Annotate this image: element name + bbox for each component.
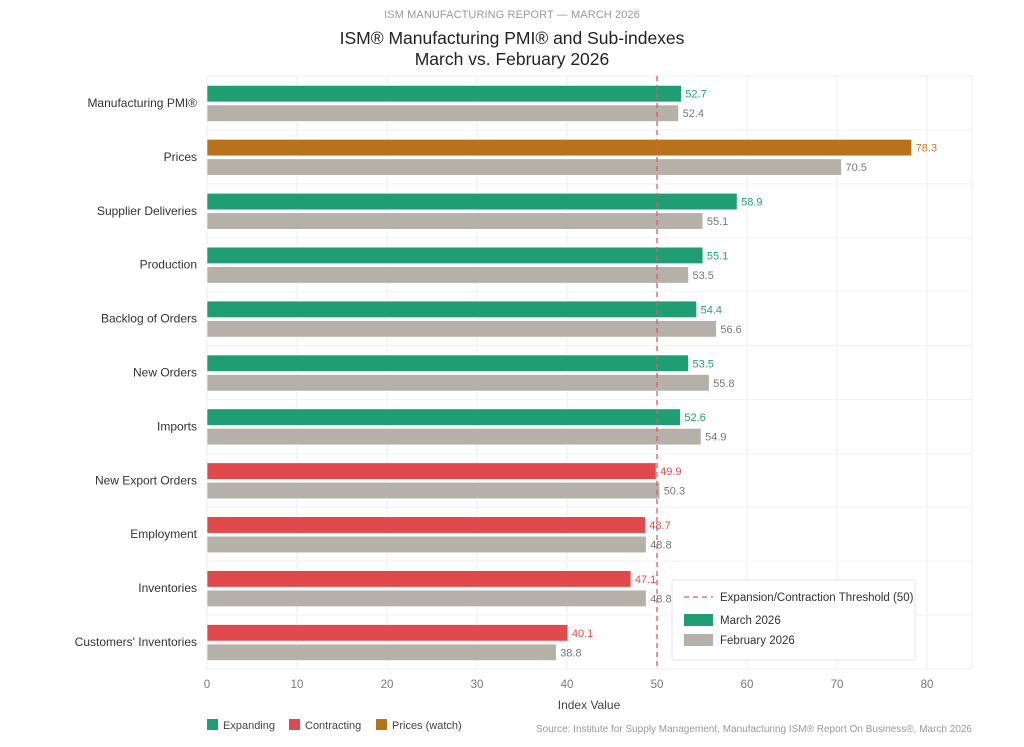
- status-legend-prices-label: Prices (watch): [392, 720, 462, 732]
- value-label-march: 52.7: [685, 89, 706, 101]
- category-label: Prices: [164, 150, 197, 164]
- x-tick-label: 80: [921, 679, 934, 691]
- bar-march-2026: [206, 516, 646, 534]
- chart-title-line2: March vs. February 2026: [414, 49, 610, 69]
- category-label: Backlog of Orders: [101, 312, 197, 326]
- value-label-february: 55.1: [707, 216, 728, 228]
- bar-february-2026: [206, 643, 557, 661]
- category-label: New Orders: [133, 366, 197, 380]
- bar-march-2026: [206, 624, 569, 642]
- bar-february-2026: [206, 428, 702, 446]
- category-label: Manufacturing PMI®: [87, 96, 197, 110]
- status-legend-contracting-label: Contracting: [305, 720, 361, 732]
- bar-february-2026: [206, 266, 689, 284]
- bar-february-2026: [206, 482, 661, 500]
- x-tick-label: 70: [831, 679, 844, 691]
- x-tick-label: 30: [471, 679, 484, 691]
- bar-march-2026: [206, 85, 682, 103]
- bar-february-2026: [206, 158, 842, 176]
- category-label: Imports: [157, 419, 197, 433]
- bar-february-2026: [206, 104, 679, 122]
- value-label-february: 54.9: [705, 432, 726, 444]
- chart-title-line1: ISM® Manufacturing PMI® and Sub-indexes: [339, 28, 685, 48]
- value-label-february: 48.8: [650, 539, 671, 551]
- status-legend: Expanding Contracting Prices (watch): [207, 719, 462, 732]
- bar-march-2026: [206, 354, 689, 372]
- bars-group: [206, 85, 913, 661]
- status-legend-expanding-label: Expanding: [223, 720, 275, 732]
- value-label-february: 48.8: [650, 593, 671, 605]
- bar-february-2026: [206, 589, 647, 607]
- value-label-march: 48.7: [649, 520, 670, 532]
- value-labels: 52.7 52.4 78.3 70.5 58.9 55.1 55.1 53.5 54.4 56.6…: [560, 89, 937, 660]
- status-legend-prices-swatch: [376, 719, 387, 730]
- x-tick-label: 10: [291, 679, 304, 691]
- category-label: Customers' Inventories: [75, 635, 197, 649]
- value-label-march: 40.1: [572, 628, 593, 640]
- category-label: Supplier Deliveries: [97, 204, 197, 218]
- plot-frame: [206, 75, 973, 670]
- bar-march-2026: [206, 408, 681, 426]
- bar-february-2026: [206, 535, 647, 554]
- bar-march-2026: [206, 139, 913, 157]
- x-tick-label: 60: [741, 679, 754, 691]
- bar-march-2026: [206, 300, 697, 318]
- value-label-february: 52.4: [683, 108, 704, 120]
- chart-supertitle: ISM MANUFACTURING REPORT — MARCH 2026: [384, 9, 640, 21]
- value-label-march: 78.3: [916, 143, 937, 155]
- legend-threshold-label: Expansion/Contraction Threshold (50): [720, 592, 914, 604]
- bar-march-2026: [206, 192, 738, 211]
- bar-february-2026: [206, 374, 710, 392]
- value-label-february: 56.6: [720, 324, 741, 336]
- legend-box: [671, 579, 916, 661]
- legend-february-label: February 2026: [720, 635, 795, 647]
- legend: Expansion/Contraction Threshold (50) Mar…: [671, 579, 916, 661]
- value-label-march: 54.4: [701, 304, 722, 316]
- legend-march-swatch: [684, 614, 713, 626]
- bar-march-2026: [206, 462, 657, 480]
- x-tick-labels: 0 10 20 30 40 50 60 70 80: [204, 679, 934, 691]
- category-label: New Export Orders: [95, 473, 197, 487]
- category-label: Inventories: [138, 581, 197, 595]
- bar-march-2026: [206, 570, 632, 588]
- category-label: Employment: [130, 527, 197, 541]
- x-tick-label: 50: [651, 679, 664, 691]
- bar-february-2026: [206, 320, 717, 338]
- x-tick-label: 20: [381, 679, 394, 691]
- legend-february-swatch: [684, 634, 713, 646]
- x-tick-label: 0: [204, 679, 210, 691]
- value-label-march: 58.9: [741, 197, 762, 209]
- category-labels: Manufacturing PMI® Prices Supplier Deliver…: [75, 96, 198, 649]
- chart-title: ISM® Manufacturing PMI® and Sub-indexes …: [0, 28, 1024, 70]
- category-label: Production: [140, 258, 197, 272]
- value-label-february: 70.5: [846, 162, 867, 174]
- x-tick-label: 40: [561, 679, 574, 691]
- value-label-march: 47.1: [635, 574, 656, 586]
- value-label-march: 55.1: [707, 250, 728, 262]
- value-label-february: 38.8: [560, 647, 581, 659]
- value-label-february: 53.5: [693, 270, 714, 282]
- value-label-march: 52.6: [684, 412, 705, 424]
- status-legend-contracting-swatch: [289, 719, 300, 730]
- bar-march-2026: [206, 246, 704, 264]
- value-label-february: 55.8: [713, 378, 734, 390]
- legend-march-label: March 2026: [720, 615, 781, 627]
- value-label-march: 49.9: [660, 466, 681, 478]
- x-axis-title: Index Value: [558, 698, 621, 712]
- status-legend-expanding-swatch: [207, 719, 218, 730]
- bar-february-2026: [206, 212, 704, 230]
- source-note: Source: Institute for Supply Management,…: [536, 724, 972, 735]
- value-label-february: 50.3: [664, 486, 685, 498]
- value-label-march: 53.5: [693, 358, 714, 370]
